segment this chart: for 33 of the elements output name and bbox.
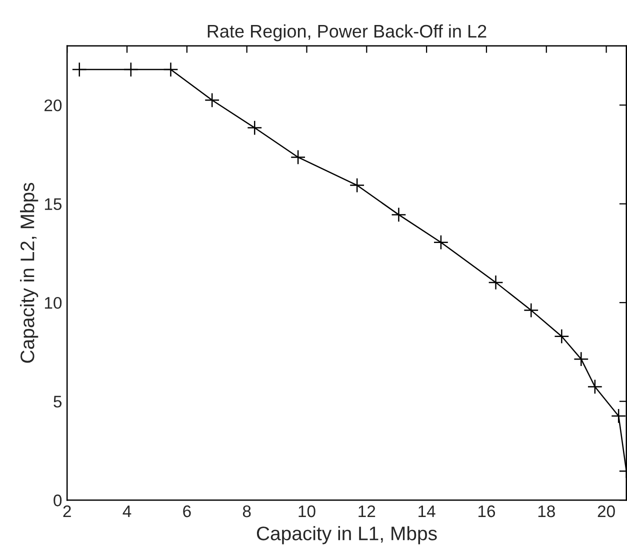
y-axis-title: Capacity in L2, Mbps — [20, 182, 38, 363]
chart-title: Rate Region, Power Back-Off in L2 — [208, 24, 486, 42]
point — [574, 352, 589, 367]
x-tick-label: 14 — [418, 506, 436, 518]
x-tick-label: 20 — [598, 505, 615, 518]
point — [123, 62, 138, 78]
point — [391, 207, 406, 222]
x-tick-label: 4 — [122, 506, 132, 518]
y-tick-label: 15 — [44, 198, 62, 210]
point — [163, 62, 178, 78]
x-axis-title: Capacity in L1, Mbps — [256, 526, 437, 544]
x-tick-label: 2 — [63, 505, 71, 518]
y-tick-label: 10 — [44, 296, 62, 309]
point — [433, 234, 449, 250]
x-tick-label: 12 — [358, 505, 376, 518]
point — [611, 408, 626, 424]
point — [488, 274, 504, 290]
x-tick-label: 10 — [298, 505, 316, 518]
point — [204, 92, 220, 108]
y-tick-label: 0 — [54, 494, 62, 506]
y-tick-label: 20 — [44, 99, 62, 112]
x-tick-label: 8 — [242, 505, 251, 518]
point — [524, 302, 539, 318]
x-tick-label: 6 — [183, 505, 191, 518]
point — [554, 328, 570, 344]
point — [72, 62, 87, 78]
point — [587, 379, 602, 394]
point — [349, 178, 365, 193]
point — [247, 120, 262, 136]
x-tick-label: 18 — [538, 505, 555, 518]
x-tick-label: 16 — [478, 505, 496, 518]
point — [290, 150, 306, 165]
y-tick-label: 5 — [54, 396, 62, 408]
